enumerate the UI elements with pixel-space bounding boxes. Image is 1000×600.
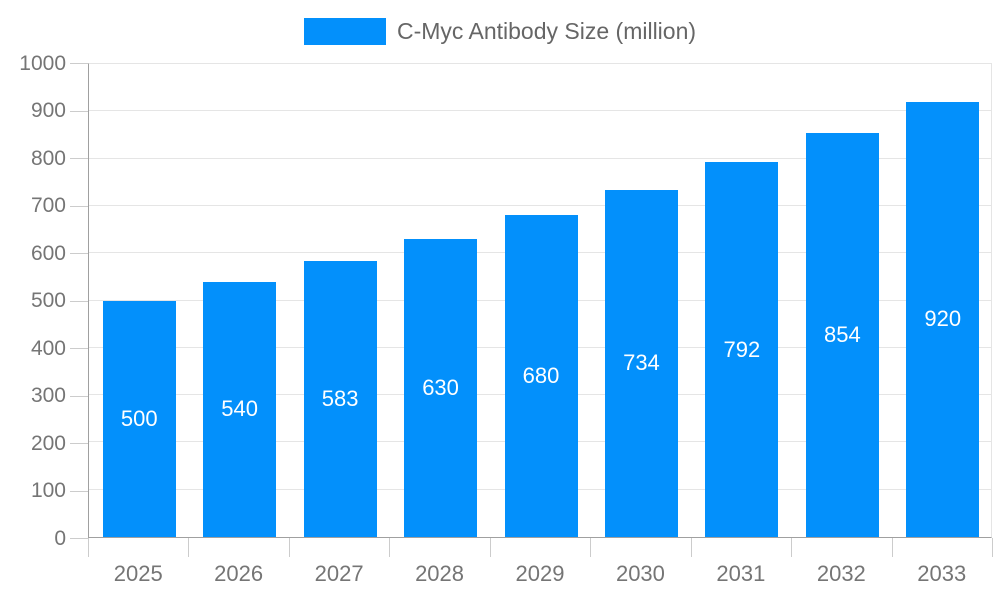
- bar-value-label: 792: [723, 336, 761, 362]
- y-tick: [70, 158, 88, 159]
- y-tick: [70, 253, 88, 254]
- plot-area: 500 540 583 630 680 734 792 854 920: [88, 63, 992, 538]
- gridline: [89, 204, 991, 206]
- bar-value-label: 630: [422, 375, 459, 400]
- bar: 920: [906, 101, 980, 537]
- x-tick: [489, 538, 491, 557]
- y-tick: [70, 538, 88, 539]
- legend-swatch[interactable]: [303, 17, 386, 45]
- y-axis-label: 400: [30, 336, 66, 360]
- bar-value-label: 583: [321, 386, 359, 412]
- x-axis-label: 2033: [917, 561, 967, 586]
- y-axis-label: 600: [30, 241, 66, 265]
- y-tick: [70, 348, 88, 349]
- bar: 734: [604, 189, 678, 537]
- x-axis-label: 2029: [515, 561, 565, 586]
- bar-value-label: 680: [522, 363, 560, 389]
- bar: 583: [303, 261, 377, 537]
- y-tick: [70, 110, 88, 112]
- bar: 792: [705, 162, 779, 537]
- y-tick: [70, 300, 88, 302]
- bar: 680: [504, 215, 578, 537]
- bar-value-label: 854: [823, 322, 861, 348]
- x-tick: [992, 538, 993, 557]
- x-axis-label: 2031: [716, 561, 766, 586]
- y-axis-label: 700: [30, 194, 66, 217]
- x-axis-label: 2025: [113, 561, 163, 586]
- bar-value-label: 920: [924, 306, 962, 332]
- y-tick: [70, 490, 88, 492]
- x-axis-label: 2030: [615, 561, 665, 586]
- x-tick: [88, 538, 89, 557]
- bar: 540: [203, 281, 277, 537]
- y-axis-label: 500: [30, 289, 66, 312]
- x-tick: [188, 538, 190, 557]
- x-tick: [590, 538, 592, 557]
- gridline: [89, 157, 991, 159]
- bar: 500: [102, 300, 176, 537]
- y-axis-label: 0: [54, 526, 66, 550]
- y-axis-label: 300: [30, 384, 66, 407]
- y-tick: [70, 443, 88, 444]
- bar: 630: [404, 239, 478, 537]
- x-tick: [791, 538, 793, 557]
- x-axis-label: 2028: [415, 561, 465, 586]
- gridline: [89, 63, 991, 64]
- x-axis-label: 2026: [214, 561, 264, 586]
- legend-label[interactable]: C-Myc Antibody Size (million): [396, 17, 697, 44]
- y-tick: [70, 63, 88, 64]
- gridline: [89, 110, 991, 112]
- y-axis-label: 800: [30, 146, 66, 170]
- bar: 854: [805, 133, 879, 537]
- x-tick: [389, 538, 391, 557]
- y-axis-label: 1000: [19, 51, 66, 75]
- y-axis-label: 100: [30, 479, 66, 502]
- bar-value-label: 734: [623, 350, 660, 376]
- bar-value-label: 540: [221, 396, 259, 422]
- x-tick: [690, 538, 692, 557]
- y-axis-label: 900: [30, 99, 66, 122]
- x-axis-label: 2032: [816, 561, 866, 586]
- x-tick: [288, 538, 290, 557]
- x-tick: [891, 538, 893, 557]
- y-tick: [70, 395, 88, 397]
- y-tick: [70, 205, 88, 207]
- y-axis-label: 200: [30, 431, 66, 455]
- x-axis-label: 2027: [314, 561, 364, 586]
- legend[interactable]: C-Myc Antibody Size (million): [0, 16, 1000, 46]
- bar-value-label: 500: [120, 405, 158, 431]
